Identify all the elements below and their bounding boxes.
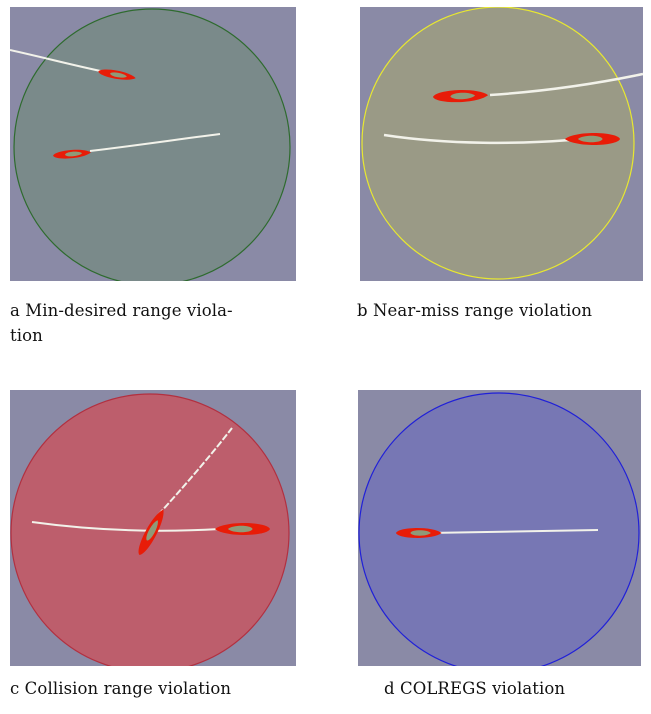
caption-a: a Min-desired range viola- tion	[10, 301, 233, 345]
caption-b: b Near-miss range violation	[357, 301, 593, 320]
own-ship	[98, 69, 136, 80]
vessel-track	[157, 427, 233, 516]
vessel-track	[31, 521, 221, 532]
target-ship	[53, 149, 91, 159]
caption-c: c Collision range violation	[10, 679, 232, 698]
panel-near-miss	[360, 7, 643, 281]
vessel-track	[383, 133, 571, 145]
panel-min-desired	[10, 7, 296, 281]
target-ship	[564, 133, 620, 145]
panel-collision	[10, 390, 296, 666]
target-ship	[214, 523, 270, 535]
range-plot-collision	[10, 390, 296, 666]
range-plot-min-desired	[10, 7, 296, 281]
range-plot-near-miss	[360, 7, 643, 281]
vessel-track	[427, 529, 599, 534]
range-plot-colregs	[358, 390, 641, 666]
own-ship	[396, 528, 442, 538]
own-ship	[138, 509, 164, 555]
min-desired-range-circle	[13, 8, 291, 281]
colregs-range-circle	[358, 392, 640, 666]
vessel-track	[89, 133, 221, 152]
panel-colregs	[358, 390, 641, 666]
vessel-track	[489, 72, 643, 97]
caption-d: d COLREGS violation	[384, 679, 566, 698]
own-ship	[433, 90, 489, 103]
